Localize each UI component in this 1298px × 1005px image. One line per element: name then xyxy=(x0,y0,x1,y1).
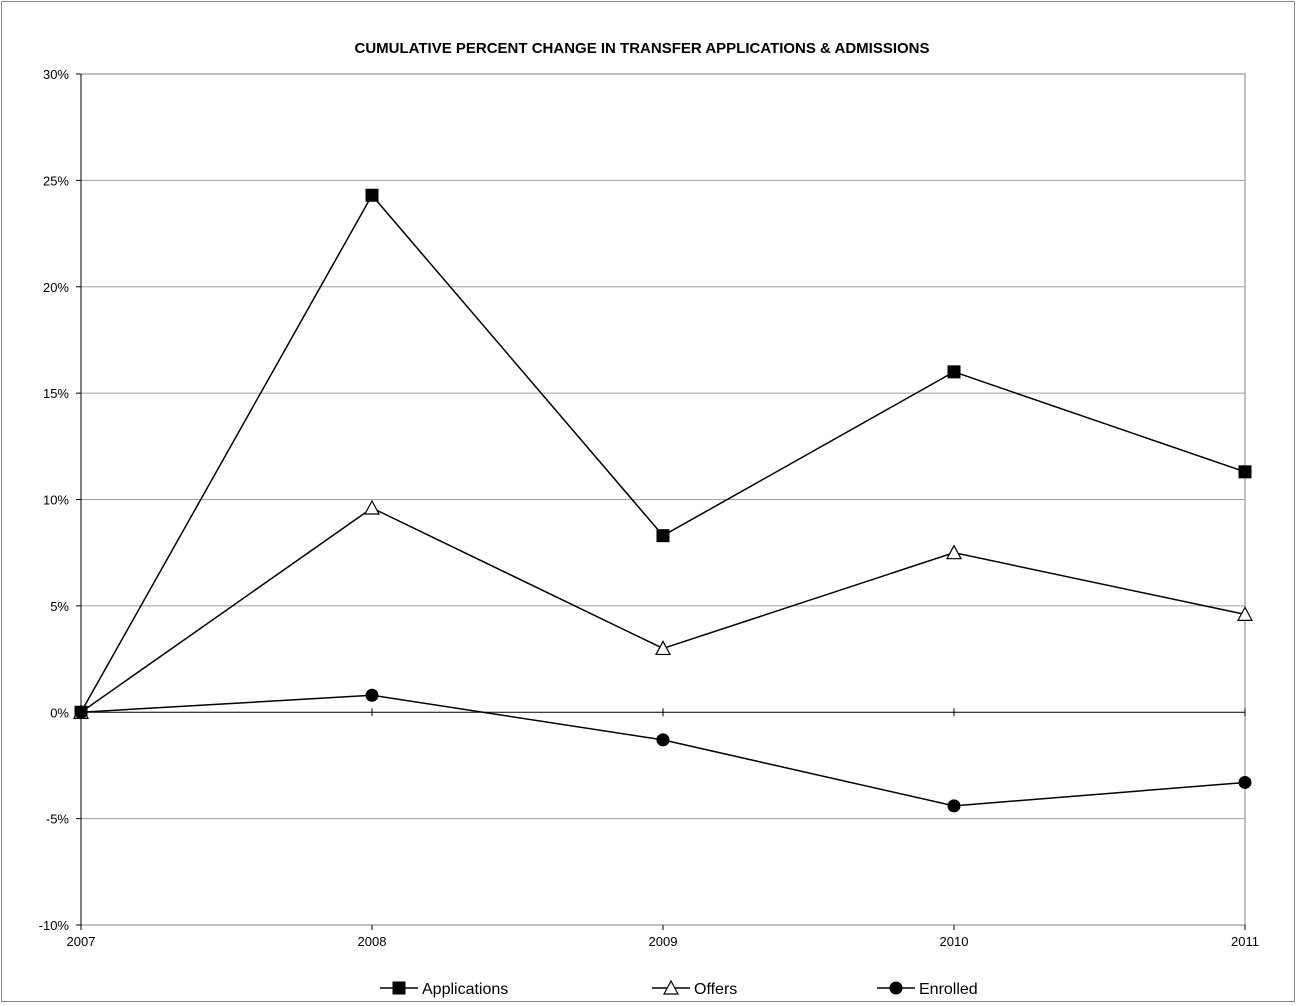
x-tick-label: 2008 xyxy=(358,934,387,949)
y-tick-labels: 30% 25% 20% 15% 10% 5% 0% -5% -10% xyxy=(39,67,70,933)
series-line-applications xyxy=(80,193,1246,713)
x-tick-label: 2010 xyxy=(940,934,969,949)
data-point-offers xyxy=(363,499,381,515)
data-point-applications xyxy=(947,365,961,379)
data-point-enrolled xyxy=(656,733,670,747)
series-enrolled xyxy=(74,688,1252,813)
data-point-offers xyxy=(1236,606,1254,621)
series-lines xyxy=(72,188,1254,813)
data-point-offers xyxy=(945,544,963,560)
axes xyxy=(76,73,1246,930)
y-tick-label: 20% xyxy=(43,280,69,295)
legend-marker-applications xyxy=(392,981,406,995)
data-point-enrolled xyxy=(365,688,379,702)
data-point-enrolled xyxy=(74,705,88,719)
y-tick-label: 25% xyxy=(43,173,69,188)
grid-lines xyxy=(81,73,1245,820)
y-tick-label: -10% xyxy=(39,918,70,933)
data-point-applications xyxy=(656,529,670,543)
y-tick-label: -5% xyxy=(46,812,70,827)
legend-marker-offers xyxy=(662,979,680,995)
legend-item-applications: Applications xyxy=(380,981,508,998)
legend-marker-enrolled xyxy=(889,981,903,995)
series-applications xyxy=(74,188,1252,719)
legend: Applications Offers Enrolled xyxy=(380,979,978,998)
data-point-enrolled xyxy=(947,799,961,813)
data-point-applications xyxy=(365,188,379,202)
x-tick-label: 2007 xyxy=(67,934,96,949)
y-tick-label: 10% xyxy=(43,493,69,508)
legend-label-enrolled: Enrolled xyxy=(919,981,978,998)
x-tick-label: 2009 xyxy=(649,934,678,949)
legend-label-applications: Applications xyxy=(422,981,508,998)
y-tick-label: 0% xyxy=(50,705,69,720)
y-tick-label: 5% xyxy=(50,599,69,614)
legend-item-offers: Offers xyxy=(652,979,737,998)
x-tick-labels: 2007 2008 2009 2010 2011 xyxy=(67,934,1259,949)
data-point-applications xyxy=(1238,465,1252,479)
x-tick-label: 2011 xyxy=(1231,934,1259,949)
data-point-enrolled xyxy=(1238,775,1252,789)
legend-item-enrolled: Enrolled xyxy=(877,981,978,998)
data-point-offers xyxy=(654,640,672,656)
chart-title: CUMULATIVE PERCENT CHANGE IN TRANSFER AP… xyxy=(354,40,929,57)
y-tick-label: 30% xyxy=(43,67,69,82)
legend-label-offers: Offers xyxy=(694,981,737,998)
y-tick-label: 15% xyxy=(43,386,69,401)
